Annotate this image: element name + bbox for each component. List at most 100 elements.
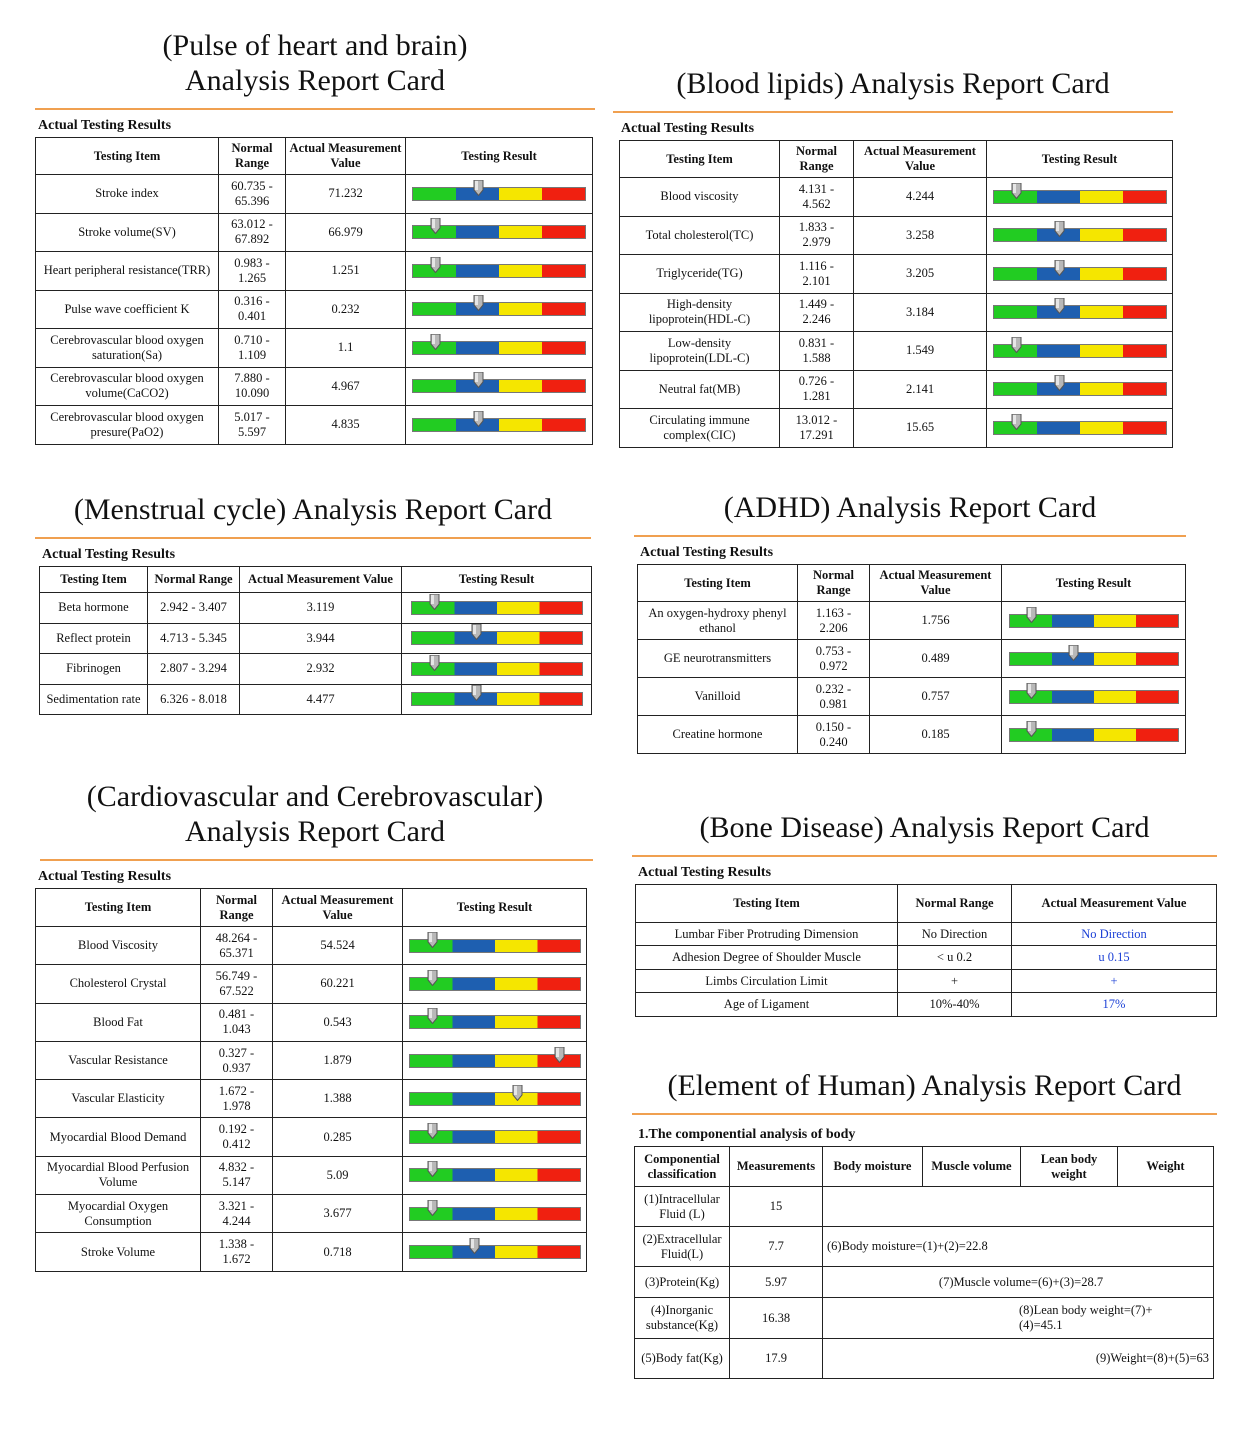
result-bar bbox=[410, 624, 583, 646]
result-cell bbox=[402, 1232, 587, 1272]
table-row: Neutral fat(MB) 0.726 - 1.281 2.141 bbox=[619, 369, 1173, 409]
range-cell: 2.942 - 3.407 bbox=[147, 592, 240, 624]
table-row: Cerebrovascular blood oxygen saturation(… bbox=[35, 328, 593, 368]
range-cell: 0.753 - 0.972 bbox=[797, 639, 870, 678]
table-row: Stroke Volume 1.338 - 1.672 0.718 bbox=[35, 1232, 587, 1272]
results-table: Testing Item Normal Range Actual Measure… bbox=[35, 888, 587, 1272]
result-cell bbox=[401, 592, 592, 624]
result-bar bbox=[1008, 720, 1179, 742]
col-actual-value: Actual Measurement Value bbox=[853, 140, 987, 178]
title-rule bbox=[40, 859, 593, 861]
item-cell: Stroke Volume bbox=[35, 1232, 201, 1272]
result-bar bbox=[992, 298, 1167, 320]
value-cell: 60.221 bbox=[272, 964, 403, 1004]
pointer-icon bbox=[1054, 259, 1065, 276]
pointer-icon bbox=[473, 295, 484, 312]
item-cell: Reflect protein bbox=[39, 622, 148, 654]
item-cell: Vascular Resistance bbox=[35, 1040, 201, 1081]
item-cell: Age of Ligament bbox=[635, 992, 898, 1017]
value-cell: 4.967 bbox=[285, 366, 406, 406]
item-cell: Blood viscosity bbox=[619, 177, 780, 217]
result-cell bbox=[405, 251, 593, 291]
result-bar bbox=[992, 182, 1167, 204]
result-cell bbox=[405, 328, 593, 368]
value-cell: 17.9 bbox=[729, 1338, 823, 1379]
item-cell: Beta hormone bbox=[39, 592, 148, 624]
col-testing-item: Testing Item bbox=[635, 884, 898, 923]
result-cell bbox=[405, 289, 593, 329]
value-cell: 5.09 bbox=[272, 1155, 403, 1196]
pointer-icon bbox=[473, 410, 484, 427]
table-row: (5)Body fat(Kg) 17.9 (9)Weight=(8)+(5)=6… bbox=[634, 1338, 1214, 1379]
item-cell: Limbs Circulation Limit bbox=[635, 969, 898, 993]
result-cell bbox=[402, 1079, 587, 1119]
pointer-icon bbox=[427, 931, 438, 948]
range-cell: 0.726 - 1.281 bbox=[779, 369, 854, 409]
table-row: (3)Protein(Kg) 5.97 (7)Muscle volume=(6)… bbox=[634, 1266, 1214, 1298]
table-row: Myocardial Blood Demand 0.192 - 0.412 0.28… bbox=[35, 1117, 587, 1157]
item-cell: Low-density lipoprotein(LDL-C) bbox=[619, 331, 780, 371]
value-cell: 0.185 bbox=[869, 715, 1002, 754]
card-title: (Cardiovascular and Cerebrovascular) Ana… bbox=[86, 780, 544, 848]
result-cell bbox=[405, 366, 593, 406]
pointer-icon bbox=[1054, 375, 1065, 392]
item-cell: (2)Extracellular Fluid(L) bbox=[634, 1226, 730, 1267]
pointer-icon bbox=[427, 969, 438, 986]
result-bar bbox=[992, 221, 1167, 243]
table-row: Total cholesterol(TC) 1.833 - 2.979 3.258 bbox=[619, 215, 1173, 255]
range-cell: 7.880 - 10.090 bbox=[218, 366, 286, 406]
heart-brain-card: (Pulse of heart and brain) Analysis Repo… bbox=[35, 28, 595, 445]
section-label: Actual Testing Results bbox=[38, 118, 172, 133]
col-testing-item: Testing Item bbox=[35, 888, 201, 927]
value-cell: 54.524 bbox=[272, 925, 403, 966]
pointer-icon bbox=[430, 256, 441, 273]
col-testing-result: Testing Result bbox=[402, 888, 587, 927]
results-table: Testing Item Normal Range Actual Measure… bbox=[637, 564, 1186, 754]
table-row: GE neurotransmitters 0.753 - 0.972 0.489 bbox=[637, 639, 1186, 678]
section-label: 1.The componential analysis of body bbox=[638, 1127, 856, 1142]
element-table: Componential classification Measurements… bbox=[634, 1146, 1214, 1379]
table-row: Fibrinogen 2.807 - 3.294 2.932 bbox=[39, 653, 592, 685]
item-cell: Vascular Elasticity bbox=[35, 1079, 201, 1119]
value-cell: 0.232 bbox=[285, 289, 406, 329]
col-lean-body-weight: Lean body weight bbox=[1020, 1146, 1118, 1187]
card-title: (Element of Human) Analysis Report Card bbox=[667, 1069, 1182, 1102]
value-cell: 1.388 bbox=[272, 1079, 403, 1119]
result-cell bbox=[401, 622, 592, 654]
value-cell: 1.549 bbox=[853, 331, 987, 371]
pointer-icon bbox=[427, 1008, 438, 1025]
table-row: Stroke volume(SV) 63.012 - 67.892 66.979 bbox=[35, 212, 593, 252]
value-cell: 0.543 bbox=[272, 1002, 403, 1042]
value-cell: No Direction bbox=[1011, 922, 1217, 946]
range-cell: 4.832 - 5.147 bbox=[200, 1155, 273, 1196]
range-cell: + bbox=[897, 969, 1012, 993]
result-bar bbox=[412, 179, 586, 201]
col-actual-value: Actual Measurement Value bbox=[285, 137, 406, 175]
col-normal-range: Normal Range bbox=[779, 140, 854, 178]
range-cell: 0.710 - 1.109 bbox=[218, 328, 286, 368]
table-row: Blood viscosity 4.131 - 4.562 4.244 bbox=[619, 177, 1173, 217]
pointer-icon bbox=[430, 218, 441, 235]
range-cell: < u 0.2 bbox=[897, 945, 1012, 970]
col-actual-value: Actual Measurement Value bbox=[239, 566, 402, 593]
card-title: (Blood lipids) Analysis Report Card bbox=[676, 67, 1110, 100]
pointer-icon bbox=[469, 1238, 480, 1255]
range-cell: 1.449 - 2.246 bbox=[779, 292, 854, 332]
pointer-icon bbox=[1011, 182, 1022, 199]
table-row: High-density lipoprotein(HDL-C) 1.449 - 2… bbox=[619, 292, 1173, 332]
table-row: Myocardial Oxygen Consumption 3.321 - 4.2… bbox=[35, 1194, 587, 1234]
results-table: Testing Item Normal Range Actual Measure… bbox=[619, 140, 1173, 448]
result-cell bbox=[986, 215, 1173, 255]
value-cell: 3.119 bbox=[239, 592, 402, 624]
item-cell: Myocardial Oxygen Consumption bbox=[35, 1194, 201, 1234]
value-cell: 0.757 bbox=[869, 677, 1002, 716]
result-cell bbox=[405, 405, 593, 445]
pointer-icon bbox=[554, 1046, 565, 1063]
item-cell: Cholesterol Crystal bbox=[35, 964, 201, 1004]
value-cell: 3.258 bbox=[853, 215, 987, 255]
table-row: Vascular Resistance 0.327 - 0.937 1.879 bbox=[35, 1040, 587, 1081]
note-cell: (6)Body moisture=(1)+(2)=22.8 bbox=[822, 1226, 1214, 1267]
pointer-icon bbox=[471, 685, 482, 702]
result-cell bbox=[402, 964, 587, 1004]
result-cell bbox=[402, 1002, 587, 1042]
